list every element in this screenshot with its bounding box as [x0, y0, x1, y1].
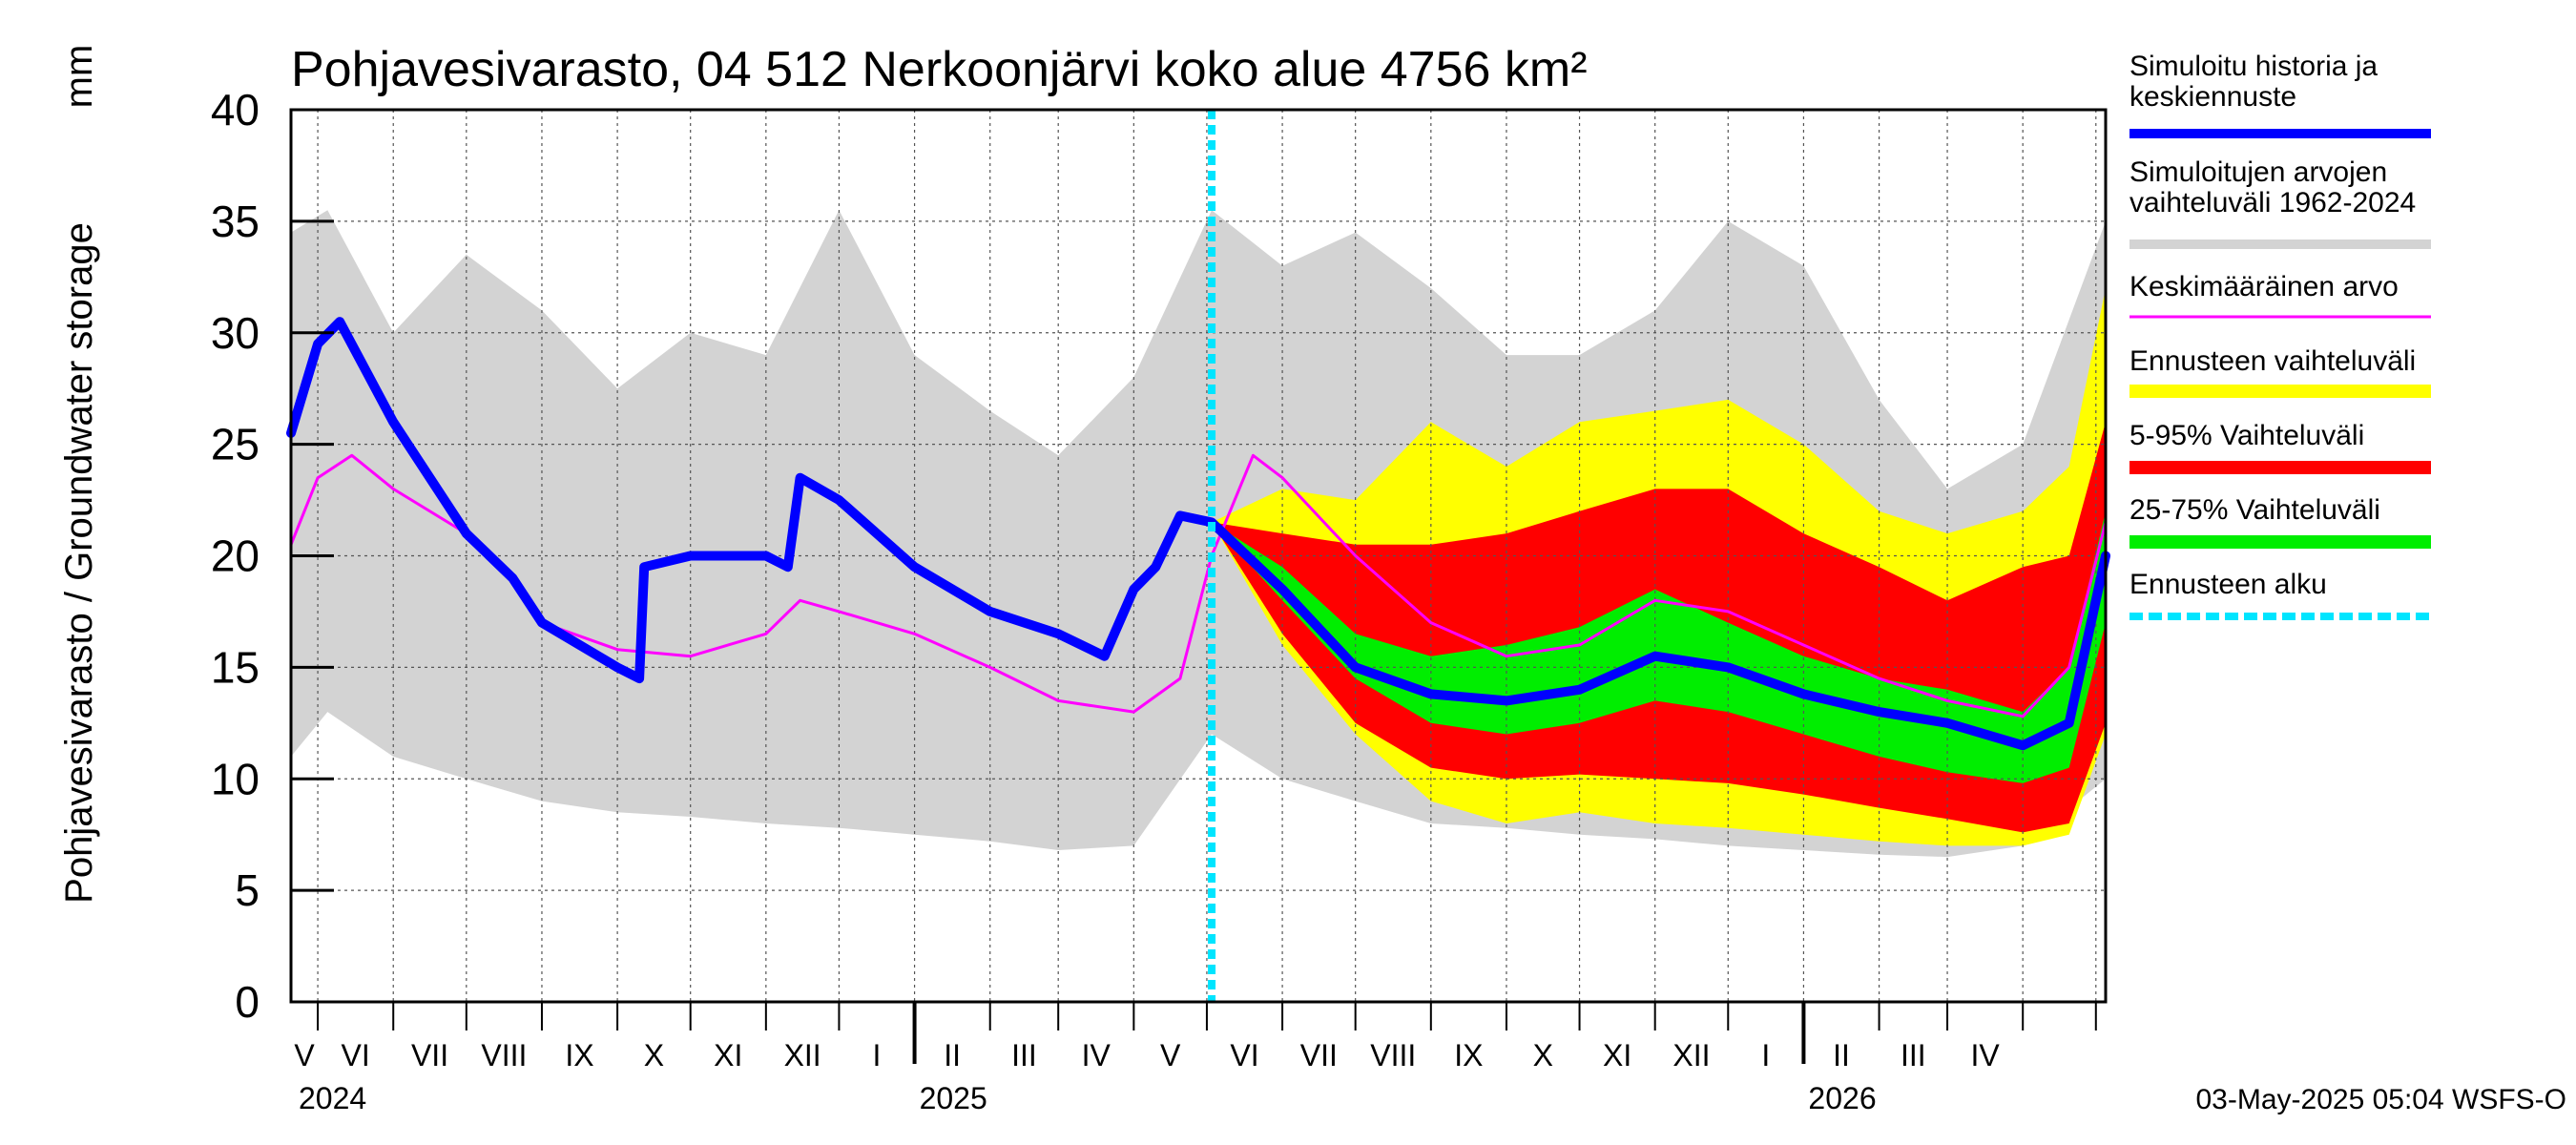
timestamp: 03-May-2025 05:04 WSFS-O [2196, 1084, 2567, 1115]
month-label: II [944, 1038, 961, 1072]
month-label: X [644, 1038, 664, 1072]
month-label: IX [1454, 1038, 1483, 1072]
year-label: 2026 [1808, 1081, 1876, 1115]
month-label: VI [342, 1038, 370, 1072]
month-label: XII [1672, 1038, 1710, 1072]
y-tick-label: 30 [211, 308, 260, 358]
month-label: VII [411, 1038, 448, 1072]
year-label: 2025 [920, 1081, 987, 1115]
y-tick-label: 10 [211, 754, 260, 803]
legend-label: 5-95% Vaihteluväli [2129, 420, 2364, 451]
y-tick-label: 35 [211, 197, 260, 246]
y-tick-label: 15 [211, 642, 260, 692]
simulated-line [286, 317, 2110, 751]
month-label: VII [1300, 1038, 1338, 1072]
month-label: XI [714, 1038, 742, 1072]
legend-label: Ennusteen alku [2129, 569, 2327, 600]
month-label: X [1533, 1038, 1553, 1072]
legend-label: Ennusteen vaihteluväli [2129, 345, 2416, 377]
month-label: IV [1971, 1038, 2001, 1072]
month-label: VIII [481, 1038, 527, 1072]
month-label: I [1761, 1038, 1770, 1072]
month-label: XII [784, 1038, 821, 1072]
legend: Simuloitu historia ja keskiennusteSimuloi… [2129, 51, 2431, 620]
legend-label: Keskimääräinen arvo [2129, 271, 2399, 302]
legend-label-line: vaihteluväli 1962-2024 [2129, 187, 2416, 219]
legend-label-line: Simuloitu historia ja [2129, 51, 2378, 82]
month-label: VIII [1370, 1038, 1416, 1072]
y-tick-label: 5 [235, 865, 260, 915]
month-label: III [1901, 1038, 1926, 1072]
month-label: I [873, 1038, 882, 1072]
month-label: III [1011, 1038, 1037, 1072]
y-tick-label: 20 [211, 531, 260, 581]
legend-label: Simuloitu historia ja keskiennuste [2129, 51, 2378, 113]
month-label: XI [1603, 1038, 1631, 1072]
y-tick-label: 25 [211, 420, 260, 469]
month-label: VI [1230, 1038, 1258, 1072]
chart-title: Pohjavesivarasto, 04 512 Nerkoonjärvi ko… [291, 42, 1588, 97]
year-label: 2024 [299, 1081, 366, 1115]
y-tick-label: 0 [235, 977, 260, 1027]
month-label: V [1160, 1038, 1181, 1072]
legend-label-line: keskiennuste [2129, 81, 2296, 113]
legend-label: Simuloitujen arvojen vaihteluväli 1962-20… [2129, 156, 2416, 219]
legend-label-line: Simuloitujen arvojen [2129, 156, 2387, 188]
month-label: IX [565, 1038, 593, 1072]
month-label: IV [1082, 1038, 1111, 1072]
y-tick-label: 40 [211, 85, 260, 135]
legend-label: 25-75% Vaihteluväli [2129, 494, 2380, 526]
y-axis-label: Pohjavesivarasto / Groundwater storage [58, 222, 100, 904]
month-label: V [294, 1038, 315, 1072]
y-axis-unit: mm [58, 45, 100, 109]
month-label: II [1833, 1038, 1850, 1072]
